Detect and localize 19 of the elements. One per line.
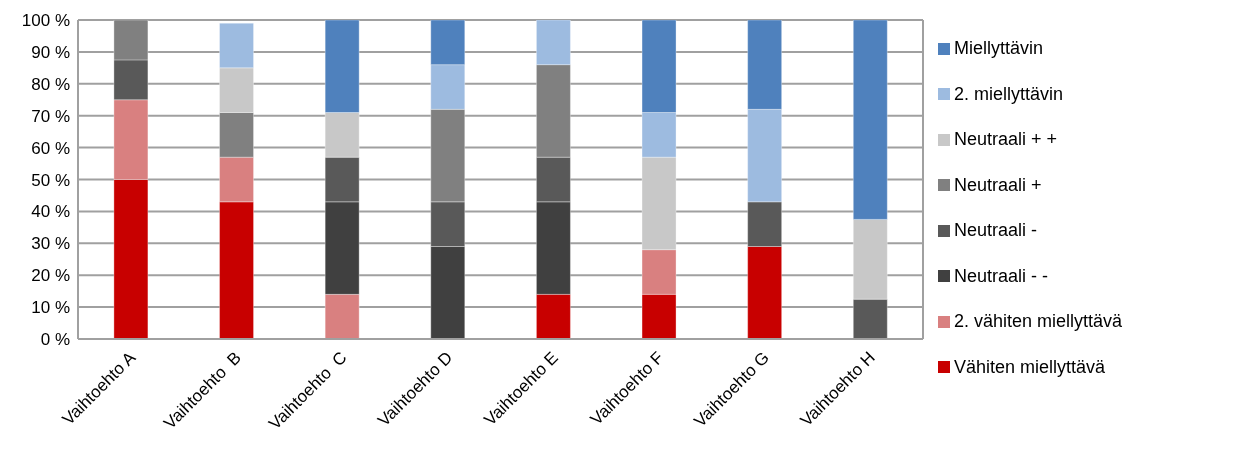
y-tick-label: 60 % [31,138,70,158]
y-tick-label: 50 % [31,170,70,190]
legend-label: Neutraali + [954,174,1042,196]
legend-label: Neutraali + + [954,129,1058,151]
y-tick-label: 30 % [31,234,70,254]
y-tick-label: 20 % [31,266,70,286]
legend-label: Vähiten miellyttävä [954,356,1106,378]
y-tick-label: 90 % [31,42,70,62]
y-tick-label: 80 % [31,74,70,94]
y-tick-label: 40 % [31,202,70,222]
legend-label: Neutraali - [954,220,1038,242]
y-tick-label: 0 % [40,330,70,350]
legend-label: 2. vähiten miellyttävä [954,311,1123,333]
legend-label: Miellyttävin [954,38,1044,60]
y-tick-label: 70 % [31,106,70,126]
legend-label: 2. miellyttävin [954,83,1064,105]
y-tick-label: 100 % [21,11,70,31]
y-tick-label: 10 % [31,298,70,318]
legend-label: Neutraali - - [954,265,1049,287]
